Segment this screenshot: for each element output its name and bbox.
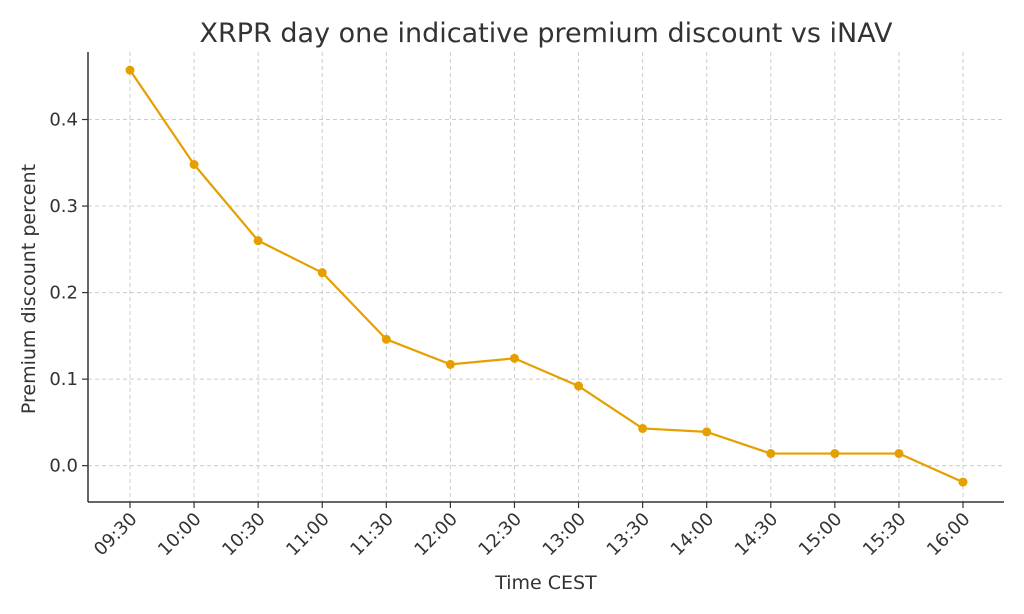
x-tick-label: 10:00 (154, 509, 206, 561)
data-point (317, 268, 327, 278)
y-tick-label: 0.1 (49, 369, 78, 390)
chart-title: XRPR day one indicative premium discount… (200, 18, 893, 49)
y-tick-label: 0.3 (49, 196, 78, 217)
data-point (766, 449, 776, 459)
data-point (445, 359, 455, 369)
axes (87, 52, 1004, 503)
grid (88, 52, 1004, 502)
x-tick-label: 11:30 (346, 509, 398, 561)
x-tick-label: 11:00 (282, 509, 334, 561)
y-ticks: 0.0 0.1 0.2 0.3 0.4 (49, 110, 88, 477)
data-point (894, 449, 904, 459)
data-point (509, 353, 519, 363)
data-point (702, 427, 712, 437)
x-tick-label: 15:00 (795, 509, 847, 561)
data-point (638, 423, 648, 433)
y-axis-label: Premium discount percent (18, 164, 40, 414)
y-tick-label: 0.0 (49, 456, 78, 477)
x-tick-label: 16:00 (923, 509, 975, 561)
x-tick-label: 14:30 (731, 509, 783, 561)
x-axis-label: Time CEST (494, 572, 597, 594)
data-point (253, 236, 263, 246)
data-point (381, 334, 391, 344)
x-tick-label: 12:00 (410, 509, 462, 561)
data-point (830, 449, 840, 459)
x-tick-label: 15:30 (859, 509, 911, 561)
x-tick-label: 13:30 (603, 509, 655, 561)
x-tick-label: 13:00 (539, 509, 591, 561)
y-tick-label: 0.4 (49, 110, 78, 131)
x-tick-label: 12:30 (474, 509, 526, 561)
x-tick-label: 14:00 (667, 509, 719, 561)
x-tick-label: 10:30 (218, 509, 270, 561)
data-point (958, 477, 968, 487)
series (125, 65, 968, 487)
x-tick-label: 09:30 (90, 509, 142, 561)
y-tick-label: 0.2 (49, 283, 78, 304)
series-line (129, 69, 964, 484)
data-point (125, 65, 135, 75)
x-ticks: 09:30 10:00 10:30 11:00 11:30 12:00 12:30 13:00… (90, 502, 975, 560)
data-point (574, 381, 584, 391)
data-point (189, 160, 199, 169)
